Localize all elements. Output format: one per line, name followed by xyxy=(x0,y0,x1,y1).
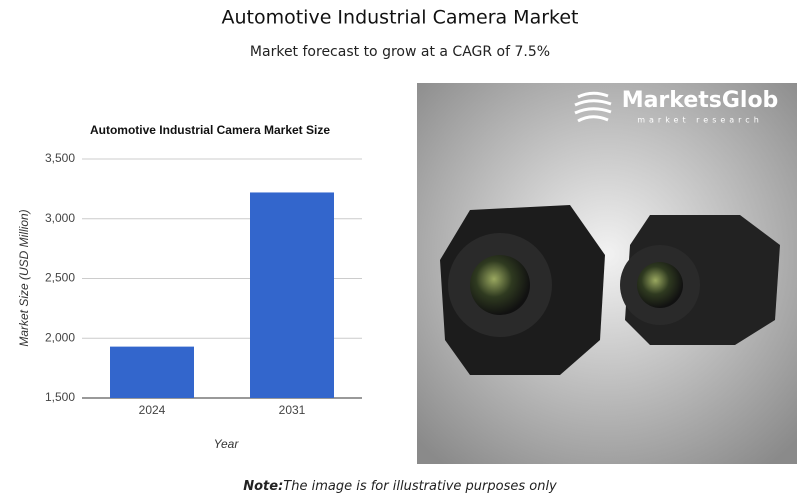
product-image: MarketsGlob market research xyxy=(417,83,797,464)
note: Note:The image is for illustrative purpo… xyxy=(243,479,557,494)
bar xyxy=(250,192,334,398)
x-tick-label: 2031 xyxy=(279,403,306,417)
lens xyxy=(470,255,530,315)
logo-tagline: market research xyxy=(637,116,763,125)
y-tick-label: 3,500 xyxy=(45,151,75,165)
y-tick-label: 2,000 xyxy=(45,330,75,344)
chart: Automotive Industrial Camera Market Size… xyxy=(17,123,362,451)
y-axis-label: Market Size (USD Million) xyxy=(17,209,31,346)
bar xyxy=(110,346,194,398)
note-label: Note: xyxy=(243,479,283,494)
logo-text: MarketsGlob xyxy=(622,88,779,113)
y-tick-label: 2,500 xyxy=(45,271,75,285)
logo-icon xyxy=(574,91,612,123)
y-tick-label: 3,000 xyxy=(45,211,75,225)
page-subtitle: Market forecast to grow at a CAGR of 7.5… xyxy=(250,44,550,60)
note-text: The image is for illustrative purposes o… xyxy=(283,479,557,494)
chart-title: Automotive Industrial Camera Market Size xyxy=(90,123,330,137)
lens xyxy=(637,262,683,308)
x-axis-label: Year xyxy=(214,437,240,451)
x-tick-label: 2024 xyxy=(139,403,166,417)
y-tick-label: 1,500 xyxy=(45,390,75,404)
page-title: Automotive Industrial Camera Market xyxy=(221,7,578,29)
